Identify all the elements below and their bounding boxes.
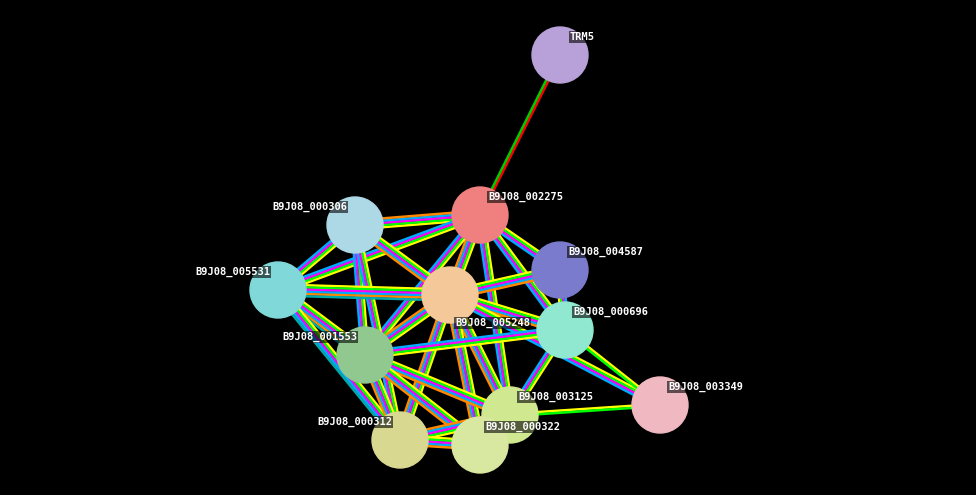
Text: B9J08_004587: B9J08_004587 [568, 247, 643, 257]
Text: B9J08_000306: B9J08_000306 [272, 202, 347, 212]
Text: B9J08_002275: B9J08_002275 [488, 192, 563, 202]
Text: B9J08_000322: B9J08_000322 [485, 422, 560, 432]
Ellipse shape [452, 187, 508, 243]
Text: B9J08_000312: B9J08_000312 [317, 417, 392, 427]
Ellipse shape [250, 262, 306, 318]
Ellipse shape [452, 417, 508, 473]
Text: TRM5: TRM5 [570, 32, 595, 42]
Ellipse shape [327, 197, 383, 253]
Ellipse shape [532, 242, 588, 298]
Text: B9J08_005531: B9J08_005531 [195, 267, 270, 277]
Ellipse shape [632, 377, 688, 433]
Text: B9J08_001553: B9J08_001553 [282, 332, 357, 342]
Ellipse shape [532, 27, 588, 83]
Text: B9J08_005248: B9J08_005248 [455, 318, 530, 328]
Ellipse shape [537, 302, 593, 358]
Text: B9J08_000696: B9J08_000696 [573, 307, 648, 317]
Ellipse shape [422, 267, 478, 323]
Ellipse shape [372, 412, 428, 468]
Text: B9J08_003125: B9J08_003125 [518, 392, 593, 402]
Ellipse shape [482, 387, 538, 443]
Text: B9J08_003349: B9J08_003349 [668, 382, 743, 392]
Ellipse shape [337, 327, 393, 383]
